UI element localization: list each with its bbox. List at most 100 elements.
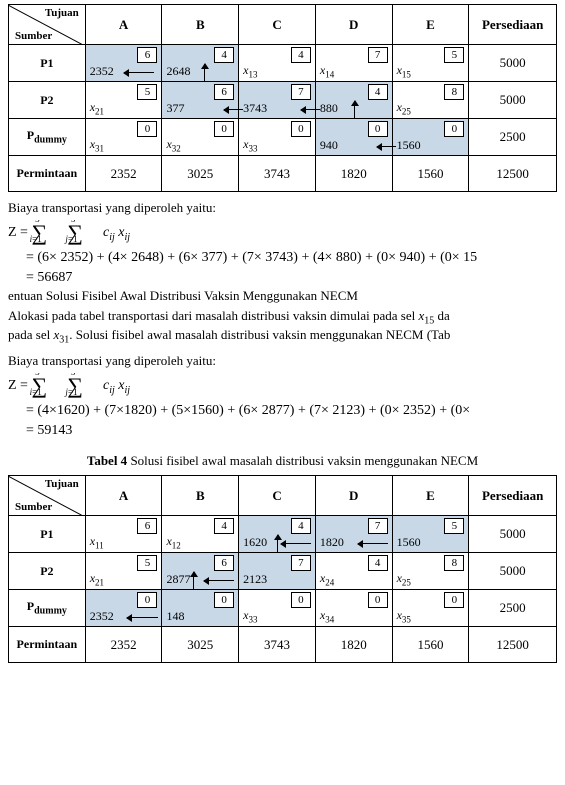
xvar: x13 (243, 63, 257, 79)
hdr-tujuan: Tujuan (45, 478, 79, 490)
row-P2: P2 (9, 82, 86, 119)
alloc: 1560 (397, 535, 421, 550)
eq-z-expand-1: = (6× 2352) + (4× 2648) + (6× 377) + (7×… (8, 250, 557, 266)
arrow-icon (193, 572, 194, 590)
cost: 8 (444, 84, 464, 100)
row-P2: P2 (9, 553, 86, 590)
arrow-icon (204, 64, 205, 82)
cost: 4 (368, 84, 388, 100)
row-Pdummy: Pdummy (9, 590, 86, 627)
alloc: 2123 (243, 572, 267, 587)
t2-p1-a: 6 x11 (85, 516, 162, 553)
cost: 0 (137, 121, 157, 137)
cost: 4 (368, 555, 388, 571)
xvar: x31 (90, 137, 104, 153)
row-permintaan: Permintaan (9, 627, 86, 663)
xvar: x11 (90, 534, 104, 550)
col-D: D (315, 476, 392, 516)
cost: 0 (291, 592, 311, 608)
t1-dem-a: 2352 (85, 156, 162, 192)
t1-dem-c: 3743 (239, 156, 316, 192)
xvar: x25 (397, 571, 411, 587)
row-Pdummy: Pdummy (9, 119, 86, 156)
alloc: 940 (320, 138, 338, 153)
col-persediaan: Persediaan (469, 5, 557, 45)
cost: 4 (214, 518, 234, 534)
t1-p2-supply: 5000 (469, 82, 557, 119)
alloc: 2877 (166, 572, 190, 587)
cost: 7 (291, 84, 311, 100)
col-persediaan: Persediaan (469, 476, 557, 516)
para-alokasi: Alokasi pada tabel transportasi dari mas… (8, 308, 557, 345)
t1-dem-d: 1820 (315, 156, 392, 192)
xvar: x34 (320, 608, 334, 624)
row-permintaan: Permintaan (9, 156, 86, 192)
t1-dem-e: 1560 (392, 156, 469, 192)
t2-p1-d: 7 1820 (315, 516, 392, 553)
cost: 0 (444, 592, 464, 608)
t2-dem-b: 3025 (162, 627, 239, 663)
arrow-icon (377, 146, 396, 147)
xvar: x33 (243, 137, 257, 153)
table-2-wrap: Tujuan Sumber A B C D E Persediaan P1 6 … (8, 475, 557, 663)
t1-p2-a: 5 x21 (85, 82, 162, 119)
alloc: 2352 (90, 609, 114, 624)
alloc: 2352 (90, 64, 114, 79)
hdr-tujuan: Tujuan (45, 7, 79, 19)
t1-dem-total: 12500 (469, 156, 557, 192)
t2-pd-e: 0 x35 (392, 590, 469, 627)
col-C: C (239, 476, 316, 516)
arrow-icon (281, 543, 311, 544)
transport-table-1: Tujuan Sumber A B C D E Persediaan P1 6 … (8, 4, 557, 192)
cost: 0 (137, 592, 157, 608)
arrow-icon (301, 109, 320, 110)
t2-p2-d: 4 x24 (315, 553, 392, 590)
eq-z-result-2: = 59143 (8, 423, 557, 439)
t1-p2-e: 8 x25 (392, 82, 469, 119)
t2-pd-supply: 2500 (469, 590, 557, 627)
alloc: 148 (166, 609, 184, 624)
cost: 7 (368, 518, 388, 534)
alloc: 3743 (243, 101, 267, 116)
t2-p2-c: 7 2123 (239, 553, 316, 590)
cost: 0 (214, 121, 234, 137)
t2-dem-e: 1560 (392, 627, 469, 663)
t1-p1-d: 7 x14 (315, 45, 392, 82)
eq-z-sum-1: Z = ∑3i=1 ∑5j=1 cij xij (8, 220, 557, 246)
t1-pd-a: 0 x31 (85, 119, 162, 156)
cost: 4 (291, 47, 311, 63)
cost: 6 (214, 555, 234, 571)
xvar: x35 (397, 608, 411, 624)
cost: 4 (291, 518, 311, 534)
cost: 5 (444, 47, 464, 63)
cost: 7 (368, 47, 388, 63)
t1-pd-e: 0 1560 (392, 119, 469, 156)
cost: 8 (444, 555, 464, 571)
alloc: 1620 (243, 535, 267, 550)
para-biaya-2: Biaya transportasi yang diperoleh yaitu: (8, 353, 557, 369)
t2-p1-b: 4 x12 (162, 516, 239, 553)
cost: 6 (137, 47, 157, 63)
t1-p1-c: 4 x13 (239, 45, 316, 82)
cost: 0 (214, 592, 234, 608)
diag-header: Tujuan Sumber (9, 476, 86, 516)
hdr-sumber: Sumber (15, 30, 52, 42)
cost: 7 (291, 555, 311, 571)
col-A: A (85, 476, 162, 516)
xvar: x32 (166, 137, 180, 153)
xvar: x21 (90, 571, 104, 587)
eq-z-result-1: = 56687 (8, 270, 557, 286)
cost: 5 (137, 84, 157, 100)
cost: 0 (444, 121, 464, 137)
t2-pd-b: 0 148 (162, 590, 239, 627)
cost: 0 (368, 592, 388, 608)
col-E: E (392, 476, 469, 516)
t2-pd-c: 0 x33 (239, 590, 316, 627)
arrow-icon (127, 617, 157, 618)
para-biaya-1: Biaya transportasi yang diperoleh yaitu: (8, 200, 557, 216)
t1-pd-b: 0 x32 (162, 119, 239, 156)
arrow-icon (224, 109, 243, 110)
xvar: x25 (397, 100, 411, 116)
t2-p1-e: 5 1560 (392, 516, 469, 553)
alloc: 1820 (320, 535, 344, 550)
